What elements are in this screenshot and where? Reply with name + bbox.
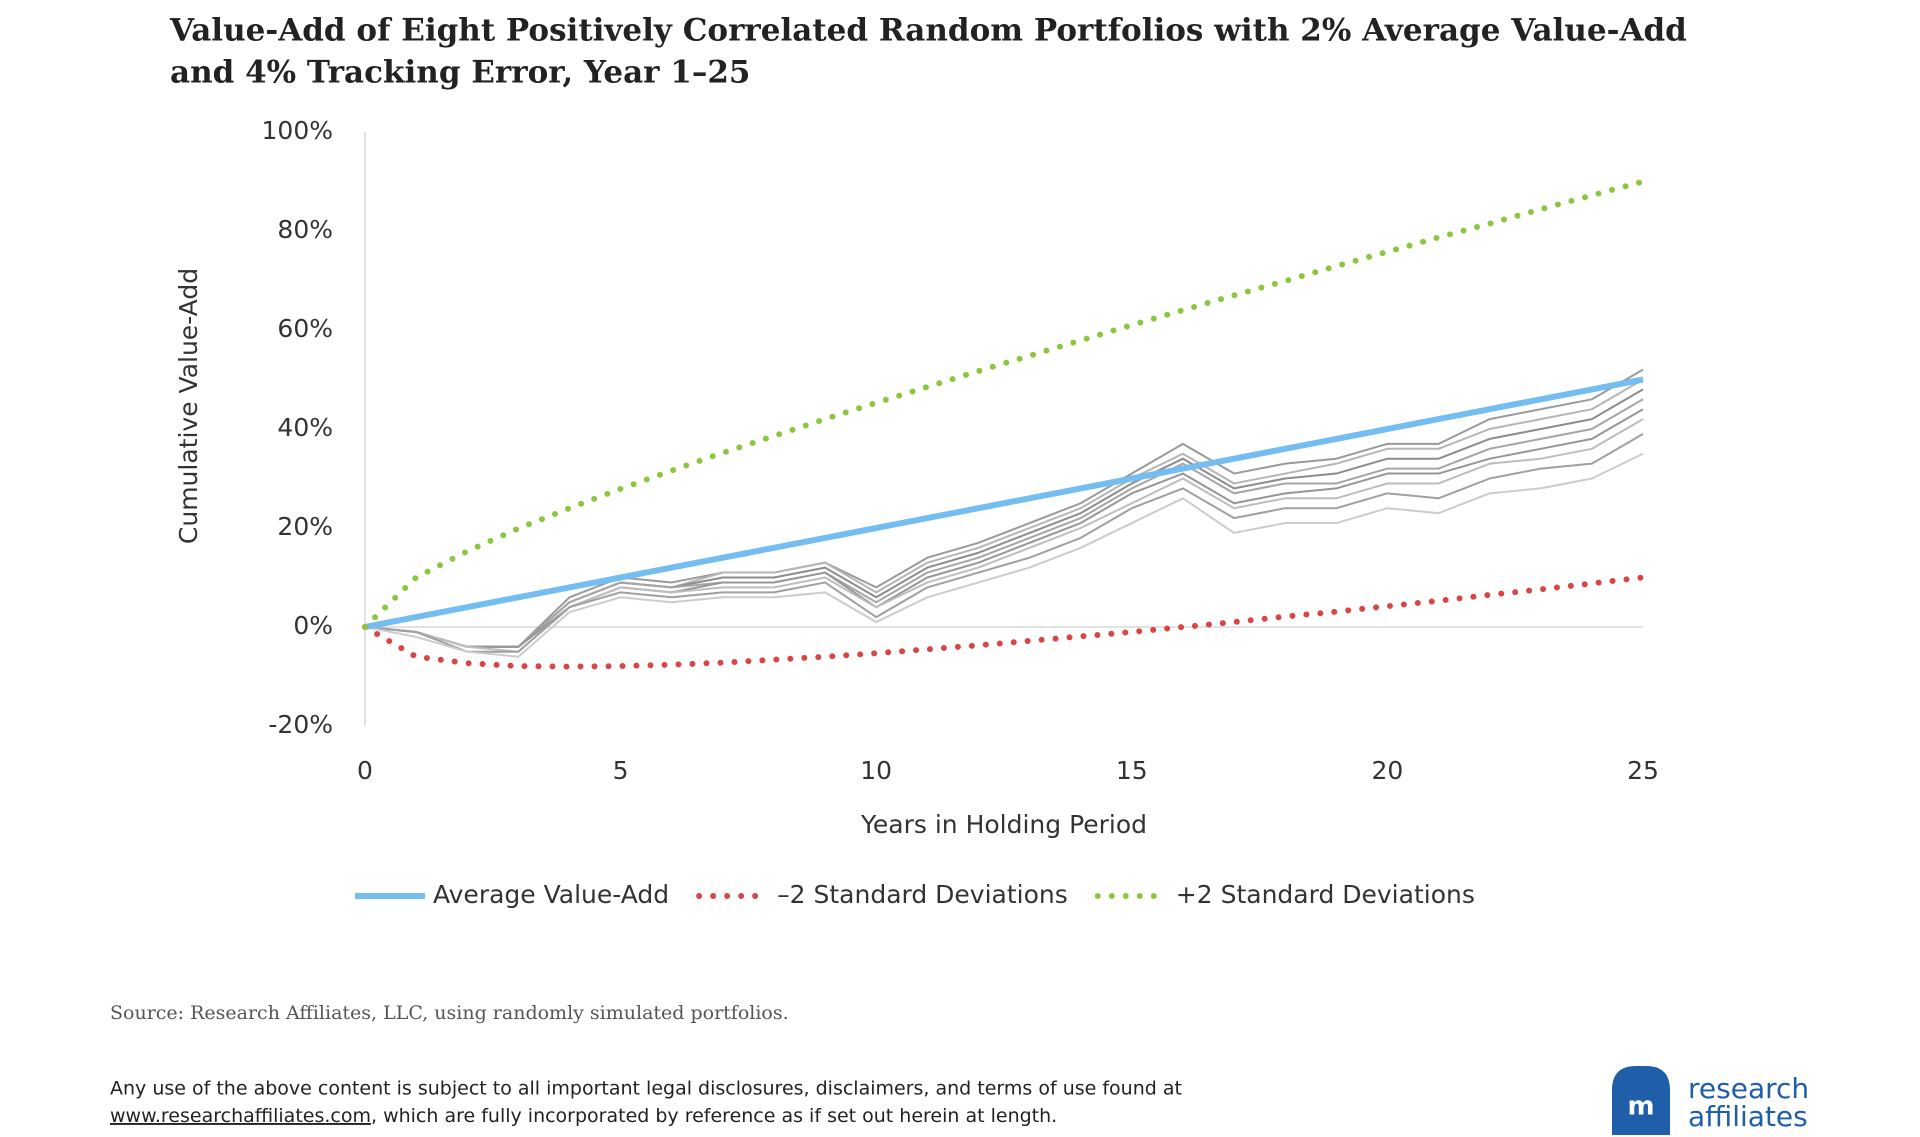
y-tick-label: 100% xyxy=(262,116,333,145)
legend-label: –2 Standard Deviations xyxy=(777,880,1068,909)
y-tick-label: 60% xyxy=(277,314,333,343)
y-tick-label: 0% xyxy=(293,611,333,640)
y-axis-label: Cumulative Value-Add xyxy=(174,268,203,544)
logo-text: research xyxy=(1688,1072,1809,1105)
x-tick-label: 0 xyxy=(357,756,373,785)
x-tick-label: 20 xyxy=(1371,756,1403,785)
series-line xyxy=(364,433,1644,653)
series-line xyxy=(364,376,1644,630)
y-tick-label: -20% xyxy=(268,710,333,739)
disclaimer-text: , which are fully incorporated by refere… xyxy=(371,1105,1057,1127)
y-tick-label: 80% xyxy=(277,215,333,244)
x-axis-label: Years in Holding Period xyxy=(860,810,1147,839)
logo-mark xyxy=(1612,1066,1670,1135)
series-line xyxy=(364,388,1644,648)
x-tick-label: 5 xyxy=(613,756,629,785)
series-line xyxy=(362,178,1646,630)
logo: m research affiliates xyxy=(1612,1066,1809,1135)
legend-label: Average Value-Add xyxy=(433,880,669,909)
link[interactable]: www.researchaffiliates.com xyxy=(110,1105,371,1127)
chart-title: Value-Add of Eight Positively Correlated… xyxy=(169,13,1687,49)
x-tick-label: 15 xyxy=(1116,756,1148,785)
y-tick-label: 40% xyxy=(277,413,333,442)
logo-icon: m xyxy=(1627,1092,1654,1122)
x-tick-label: 25 xyxy=(1627,756,1659,785)
x-tick-label: 10 xyxy=(860,756,892,785)
series-line xyxy=(364,452,1644,658)
disclaimer: www.researchaffiliates.com, which are fu… xyxy=(110,1105,1057,1127)
series-line xyxy=(364,368,1644,648)
logo-text: affiliates xyxy=(1688,1100,1808,1133)
chart-title: and 4% Tracking Error, Year 1–25 xyxy=(170,55,751,91)
series-line xyxy=(364,398,1644,648)
source-note: Source: Research Affiliates, LLC, using … xyxy=(110,1002,789,1024)
y-tick-label: 20% xyxy=(277,512,333,541)
legend-label: +2 Standard Deviations xyxy=(1176,880,1475,909)
series-line xyxy=(362,574,1646,670)
disclaimer: Any use of the above content is subject … xyxy=(110,1078,1182,1100)
